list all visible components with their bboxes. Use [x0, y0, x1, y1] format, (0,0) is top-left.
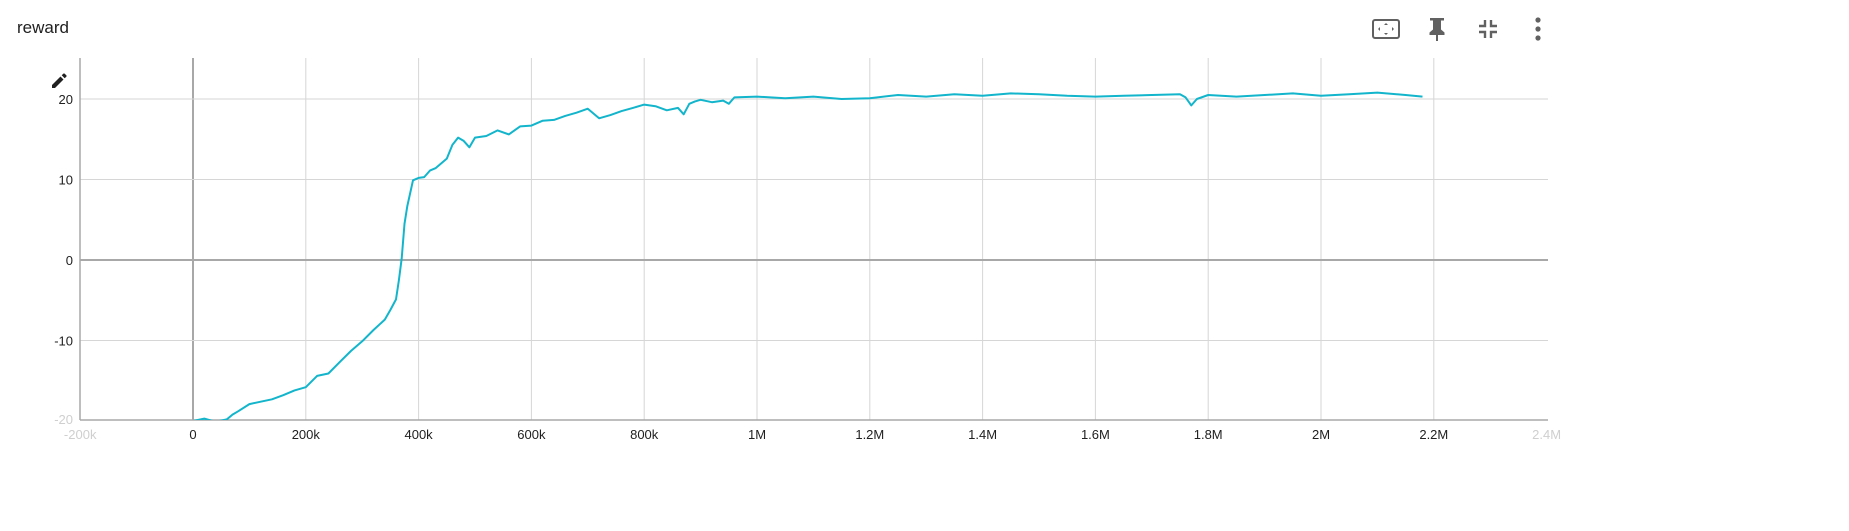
x-tick-label: 1.2M — [855, 427, 884, 442]
x-tick-label: 200k — [292, 427, 321, 442]
collapse-button[interactable] — [1468, 12, 1508, 46]
x-tick-label: 1.8M — [1194, 427, 1223, 442]
x-tick-label: 400k — [404, 427, 433, 442]
y-tick-label: 0 — [66, 253, 73, 268]
more-vert-icon — [1535, 17, 1541, 41]
more-options-button[interactable] — [1518, 12, 1558, 46]
x-tick-label: 0 — [189, 427, 196, 442]
x-tick-label: 1M — [748, 427, 766, 442]
collapse-icon — [1479, 20, 1497, 38]
y-tick-label: -10 — [54, 334, 73, 349]
card-toolbar — [1360, 12, 1560, 46]
y-tick-label: -20 — [54, 412, 73, 427]
pin-icon — [1429, 18, 1445, 41]
pin-button[interactable] — [1417, 12, 1457, 46]
fit-domain-button[interactable] — [1366, 12, 1406, 46]
x-tick-label: -200k — [64, 427, 97, 442]
x-tick-label: 2.4M — [1532, 427, 1561, 442]
y-tick-label: 10 — [59, 173, 73, 188]
edit-pencil-icon[interactable] — [52, 73, 67, 88]
x-tick-label: 1.4M — [968, 427, 997, 442]
reward-series-line — [192, 91, 1423, 420]
x-tick-label: 600k — [517, 427, 546, 442]
x-tick-label: 1.6M — [1081, 427, 1110, 442]
card-title: reward — [17, 18, 69, 37]
x-tick-label: 2.2M — [1419, 427, 1448, 442]
x-tick-label: 800k — [630, 427, 659, 442]
x-tick-label: 2M — [1312, 427, 1330, 442]
y-tick-label: 20 — [59, 92, 73, 107]
fit-to-data-icon — [1372, 19, 1400, 39]
